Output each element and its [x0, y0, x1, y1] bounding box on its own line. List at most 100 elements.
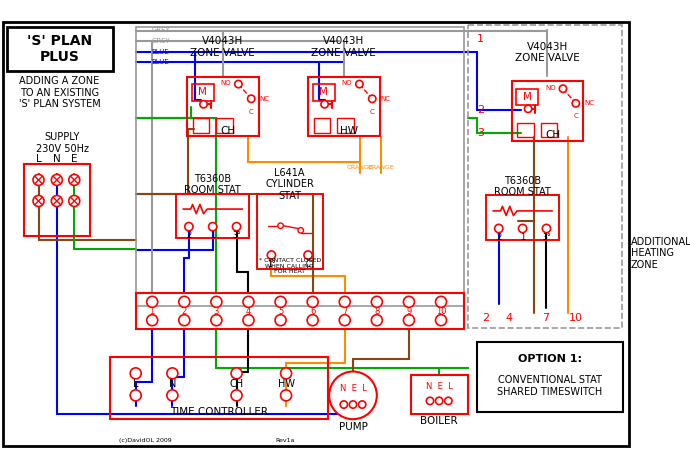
Text: 3: 3	[214, 307, 219, 315]
Text: 3°: 3°	[542, 233, 551, 242]
Text: NO: NO	[220, 80, 231, 86]
Circle shape	[560, 85, 566, 92]
Text: BLUE: BLUE	[151, 49, 169, 55]
Bar	[468, 25, 622, 328]
Text: PUMP: PUMP	[339, 422, 368, 431]
Circle shape	[69, 196, 80, 206]
Bar	[313, 118, 330, 133]
Text: 3°: 3°	[232, 231, 241, 241]
Circle shape	[278, 223, 284, 228]
Text: BOILER: BOILER	[420, 416, 458, 426]
Bar	[8, 27, 112, 71]
Text: 3: 3	[477, 128, 484, 138]
Text: C: C	[306, 260, 310, 269]
Text: 1: 1	[477, 34, 484, 44]
Text: 2: 2	[186, 231, 192, 241]
Bar	[517, 123, 533, 137]
Bar	[217, 118, 233, 133]
Circle shape	[371, 314, 382, 326]
Circle shape	[33, 196, 44, 206]
Circle shape	[524, 105, 532, 112]
Circle shape	[340, 401, 348, 408]
Text: NO: NO	[342, 80, 352, 86]
Bar	[136, 292, 464, 329]
Circle shape	[542, 224, 551, 233]
Bar	[313, 84, 335, 101]
Text: ORANGE: ORANGE	[347, 166, 374, 170]
Text: TIME CONTROLLER: TIME CONTROLLER	[170, 407, 268, 417]
Circle shape	[304, 251, 312, 259]
Circle shape	[444, 397, 452, 404]
Bar	[192, 84, 214, 101]
Text: 6: 6	[310, 307, 315, 315]
Text: NC: NC	[584, 100, 594, 106]
Text: CH: CH	[221, 126, 236, 136]
Bar	[308, 77, 380, 136]
Text: 2: 2	[482, 314, 489, 323]
Circle shape	[426, 397, 434, 404]
Circle shape	[179, 296, 190, 307]
Circle shape	[329, 372, 377, 419]
Bar	[257, 194, 323, 269]
Circle shape	[435, 397, 443, 404]
Text: 4: 4	[246, 307, 251, 315]
Text: OPTION 1:: OPTION 1:	[518, 354, 582, 364]
Circle shape	[435, 314, 446, 326]
Circle shape	[281, 368, 292, 379]
Circle shape	[275, 296, 286, 307]
Text: 9: 9	[406, 307, 411, 315]
Circle shape	[248, 95, 255, 102]
Circle shape	[167, 368, 178, 379]
Text: NC: NC	[259, 96, 270, 102]
Text: V4043H
ZONE VALVE: V4043H ZONE VALVE	[190, 36, 255, 58]
Text: ORANGE: ORANGE	[367, 166, 394, 170]
Text: HW: HW	[340, 126, 358, 136]
Circle shape	[185, 223, 193, 231]
Text: ADDING A ZONE
TO AN EXISTING
'S' PLAN SYSTEM: ADDING A ZONE TO AN EXISTING 'S' PLAN SY…	[19, 76, 101, 110]
Circle shape	[307, 314, 318, 326]
Text: GREY: GREY	[151, 37, 170, 44]
Text: C: C	[249, 109, 254, 115]
Text: 1: 1	[210, 231, 215, 241]
Text: M: M	[523, 92, 531, 102]
Bar	[110, 357, 328, 419]
Text: * CONTACT CLOSED
WHEN CALLING
FOR HEAT: * CONTACT CLOSED WHEN CALLING FOR HEAT	[259, 258, 321, 274]
Text: M: M	[198, 88, 207, 97]
Circle shape	[51, 175, 62, 185]
Circle shape	[167, 390, 178, 401]
Circle shape	[281, 390, 292, 401]
Bar	[187, 77, 259, 136]
Bar	[136, 27, 464, 307]
Bar	[486, 196, 560, 240]
Text: 8: 8	[374, 307, 380, 315]
Circle shape	[349, 401, 357, 408]
Text: 10: 10	[436, 307, 446, 315]
Circle shape	[179, 314, 190, 326]
Text: N: N	[168, 380, 176, 389]
Text: NO: NO	[545, 85, 555, 91]
Text: L: L	[36, 154, 41, 164]
Text: BLUE: BLUE	[151, 58, 169, 65]
Circle shape	[435, 296, 446, 307]
Text: Rev1a: Rev1a	[275, 438, 295, 443]
Text: GREY: GREY	[151, 28, 170, 33]
Circle shape	[231, 390, 242, 401]
Circle shape	[404, 314, 415, 326]
Circle shape	[147, 296, 158, 307]
Text: 2: 2	[477, 105, 484, 115]
Text: CONVENTIONAL STAT
SHARED TIMESWITCH: CONVENTIONAL STAT SHARED TIMESWITCH	[497, 375, 603, 397]
Circle shape	[51, 196, 62, 206]
Text: C: C	[573, 113, 578, 119]
Text: N: N	[53, 154, 61, 164]
Circle shape	[356, 80, 363, 88]
Circle shape	[495, 224, 503, 233]
Text: SUPPLY
230V 50Hz: SUPPLY 230V 50Hz	[36, 132, 89, 154]
Circle shape	[321, 101, 328, 108]
Text: V4043H
ZONE VALVE: V4043H ZONE VALVE	[515, 42, 580, 63]
Text: V4043H
ZONE VALVE: V4043H ZONE VALVE	[311, 36, 376, 58]
Text: NC: NC	[380, 96, 391, 102]
Text: T6360B
ROOM STAT: T6360B ROOM STAT	[494, 176, 551, 197]
Circle shape	[208, 223, 217, 231]
Text: 2: 2	[181, 307, 187, 315]
Circle shape	[211, 314, 222, 326]
